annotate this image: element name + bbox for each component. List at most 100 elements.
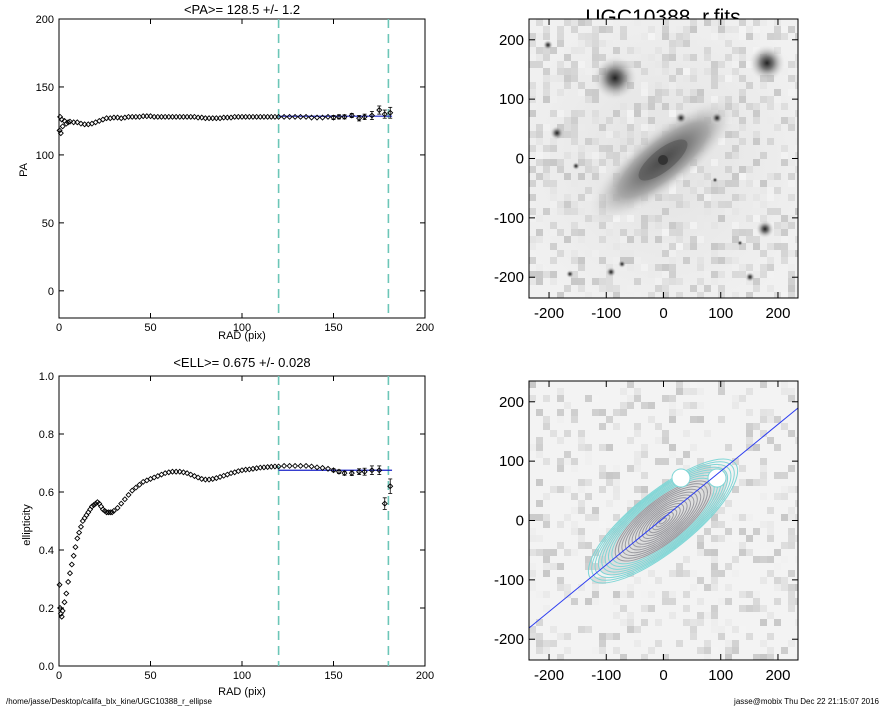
data-point [257,464,264,471]
data-point [56,127,63,134]
data-point [143,113,150,120]
data-point [103,509,110,516]
y-tick-label: 0.2 [39,603,54,615]
x-tick-label: -200 [534,305,564,322]
data-point [313,464,321,471]
data-point [368,467,375,474]
data-point [187,113,194,120]
data-point [57,130,64,137]
data-point [297,113,304,120]
x-tick-label: 150 [324,322,342,334]
plot-frame [58,375,426,667]
data-point [57,604,64,612]
position-angle-line [529,407,798,629]
data-point [180,113,187,120]
data-point [341,470,348,477]
data-point [308,114,315,121]
data-point [381,500,388,507]
data-point [76,529,83,536]
data-point [268,113,275,120]
data-point [275,113,282,120]
chart-title: <PA>= 128.5 +/- 1.2 [184,2,300,17]
data-point [303,113,310,120]
isophote-ellipse [594,463,732,579]
data-point [308,463,315,470]
data-point [253,113,260,120]
data-point [98,503,105,510]
data-point [61,599,68,606]
data-point [79,517,86,525]
data-point [154,113,161,120]
data-point [105,509,112,516]
data-point [59,607,66,614]
x-tick-label: 150 [324,670,342,682]
data-point [110,507,117,514]
ellipse-fit-panel: -200 -100 0 100 200 -200 -100 0 100 200 [494,380,799,684]
star [749,45,785,81]
data-point [281,113,288,120]
data-point [286,113,293,120]
y-tick-label: 0.8 [39,429,54,441]
isophote-ellipse [631,494,695,548]
data-point [313,114,321,121]
data-point [114,504,121,511]
data-point [330,467,337,474]
x-tick-label: 200 [765,667,790,684]
data-point [68,561,75,568]
data-point [96,500,103,507]
data-point [264,113,271,120]
data-point [202,476,209,483]
data-point [162,113,169,120]
data-point [235,113,242,120]
data-point [335,113,343,120]
x-tick-label: 100 [233,322,251,334]
data-point [129,113,136,120]
data-point [81,515,88,522]
data-point [74,535,81,542]
data-point [292,113,299,120]
data-point [77,523,84,530]
star [711,112,723,124]
data-point [348,470,355,477]
pa-profile-chart: <PA>= 128.5 +/- 1.2 0 50 100 150 200 0 50 100 15… [18,2,434,342]
x-tick-label: 100 [708,667,733,684]
data-point [65,578,72,585]
data-point [361,113,368,120]
data-point [65,119,72,126]
data-point [324,465,332,472]
data-point [132,484,139,491]
isophote-ellipse [618,483,708,559]
data-point [268,463,275,470]
y-tick-label: 100 [499,91,524,108]
data-point [184,113,191,120]
plot-frame [58,18,426,319]
data-point [136,481,143,488]
galaxy-image [529,19,798,298]
data-point [246,113,253,120]
data-point [70,119,77,126]
chart-title: <ELL>= 0.675 +/- 0.028 [173,355,310,370]
data-point [348,112,355,119]
data-point [231,113,238,120]
x-tick-label: -200 [534,667,564,684]
y-tick-label: -200 [494,269,524,286]
y-tick-label: 200 [499,394,524,411]
x-tick-label: -100 [591,305,621,322]
data-point [173,113,180,120]
data-point [238,113,246,120]
y-tick-label: -200 [494,631,524,648]
data-point [271,113,278,120]
galaxy-image-panel: UGC10388_r.fits -200 -100 0 100 200-200-1000… [494,6,799,322]
data-point [70,552,77,559]
data-point [57,113,64,120]
data-point [292,462,299,469]
data-point [66,570,74,577]
isophote-ellipse [635,497,691,545]
isophote-ellipse [645,505,681,537]
data-point [356,468,363,475]
data-point [281,462,288,469]
x-axis-label: RAD (pix) [218,330,266,342]
data-point [242,113,249,120]
y-tick-label: 0.4 [39,545,54,557]
data-point [335,468,343,475]
